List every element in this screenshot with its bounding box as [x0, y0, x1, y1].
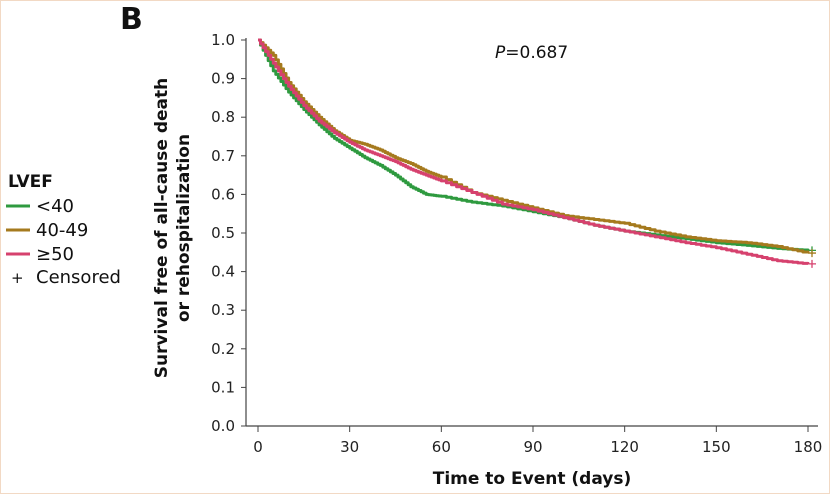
x-tick-label: 30 [340, 438, 359, 456]
series-layer [258, 38, 816, 268]
y-tick-label: 0.2 [211, 340, 235, 358]
y-tick-label: 0.8 [211, 108, 235, 126]
y-axis-title-line1: Survival free of all-cause death [152, 78, 172, 379]
y-tick-label: 0.4 [211, 263, 235, 281]
p-value-text: =0.687 [505, 43, 568, 63]
legend-label-lt40: <40 [36, 196, 74, 217]
censor-mark-ge50 [808, 259, 816, 268]
y-axis-title-line2: or rehospitalization [174, 134, 194, 322]
censor-mark-40-49 [808, 249, 816, 258]
series-line-ge50 [258, 38, 810, 265]
y-tick-label: 1.0 [211, 31, 235, 49]
x-tick-label: 90 [523, 438, 542, 456]
x-axis-title: Time to Event (days) [433, 469, 632, 489]
y-tick-label: 0.9 [211, 70, 235, 88]
y-tick-label: 0.6 [211, 185, 235, 203]
series-line-lt40 [258, 38, 810, 252]
x-tick-label: 60 [432, 438, 451, 456]
series-line-40-49 [258, 38, 810, 254]
y-tick-label: 0.7 [211, 147, 235, 165]
x-tick-label: 120 [610, 438, 639, 456]
panel-label: B [120, 2, 143, 37]
legend-label-40-49: 40-49 [36, 220, 88, 241]
p-value-symbol: P [495, 43, 506, 63]
y-tick-label: 0.5 [211, 224, 235, 242]
y-tick-label: 0.3 [211, 301, 235, 319]
x-tick-label: 0 [253, 438, 263, 456]
legend: LVEF <40 40-49 ≥50 + Censored [6, 172, 121, 288]
legend-label-ge50: ≥50 [36, 244, 74, 265]
y-axis-title: Survival free of all-cause death or reho… [152, 78, 194, 379]
y-tick-label: 0.0 [211, 417, 235, 435]
p-value-annotation: P=0.687 [495, 43, 568, 63]
x-tick-label: 150 [702, 438, 731, 456]
axes: 0.0 0.1 0.2 0.3 0.4 0.5 0.6 0.7 0.8 0.9 1.0 0 30 60 90… [211, 31, 822, 456]
legend-label-censored: Censored [36, 267, 121, 288]
x-tick-label: 180 [794, 438, 823, 456]
y-tick-label: 0.1 [211, 378, 235, 396]
legend-title: LVEF [8, 172, 53, 192]
censored-plus-icon: + [11, 269, 24, 287]
